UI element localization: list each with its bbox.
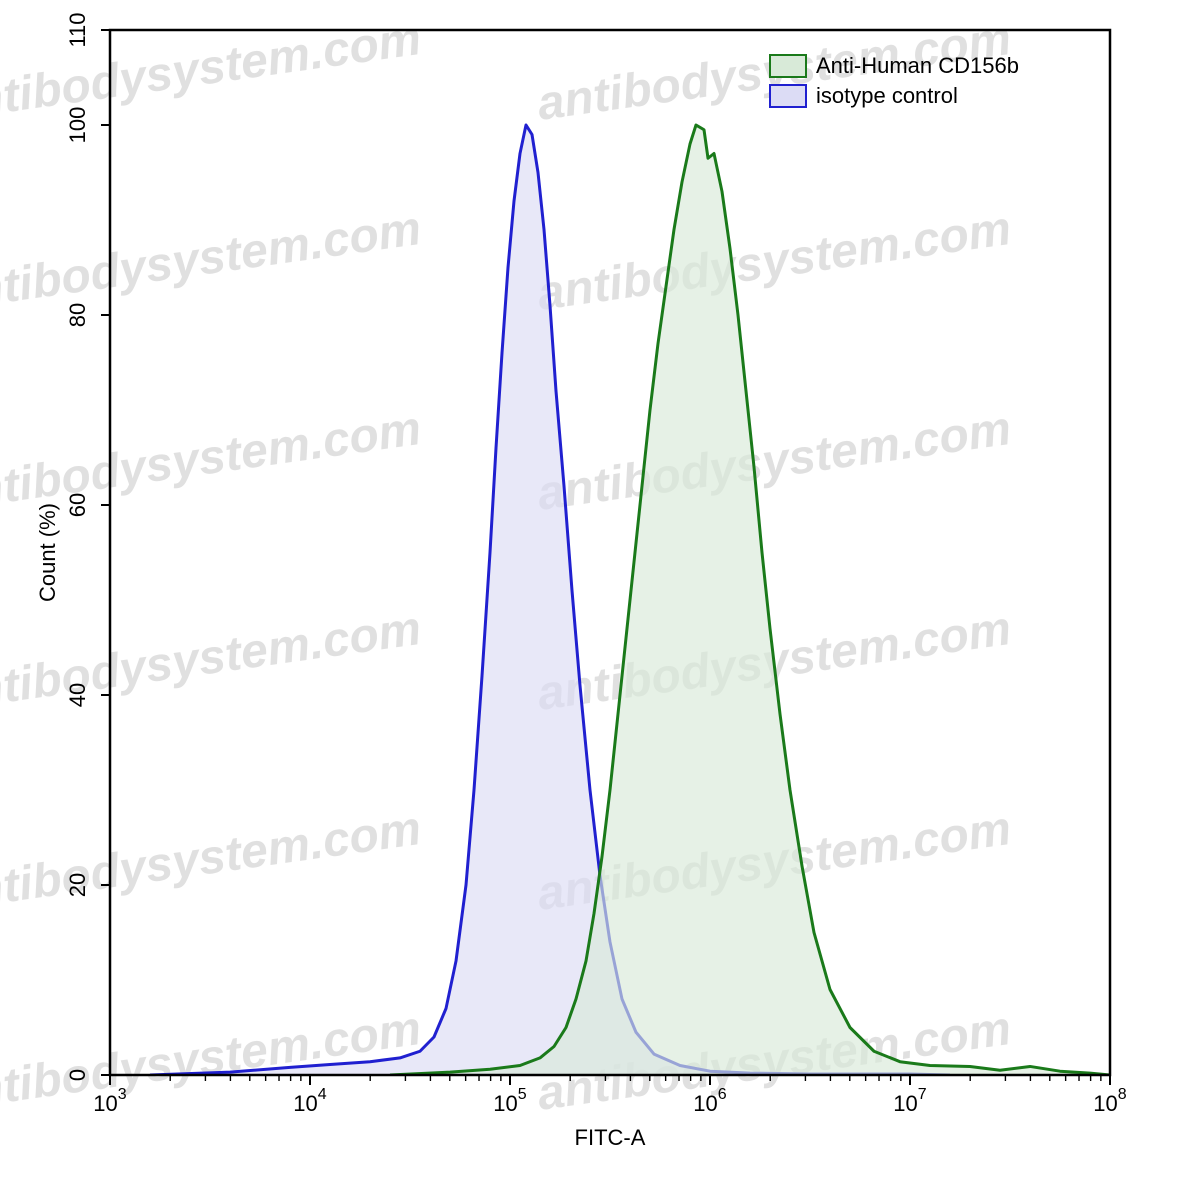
watermark-text: antibodysystem.com <box>0 402 424 521</box>
watermark-text: antibodysystem.com <box>534 402 1014 521</box>
y-tick-label: 60 <box>65 493 90 517</box>
watermark-text: antibodysystem.com <box>0 202 424 321</box>
y-tick-label: 40 <box>65 683 90 707</box>
flow-cytometry-chart: antibodysystem.com antibodysystem.com anti… <box>0 0 1197 1193</box>
legend-swatch <box>770 55 806 77</box>
x-tick-label: 103 <box>93 1086 126 1116</box>
x-tick-label: 106 <box>693 1086 726 1116</box>
watermark-text: antibodysystem.com <box>0 602 424 721</box>
x-tick-label: 108 <box>1093 1086 1126 1116</box>
y-tick-label: 80 <box>65 303 90 327</box>
legend-label: isotype control <box>816 83 958 108</box>
y-tick-label: 0 <box>65 1069 90 1081</box>
y-tick-label: 110 <box>65 12 90 47</box>
y-tick-label: 100 <box>65 107 90 144</box>
legend-label: Anti-Human CD156b <box>816 53 1019 78</box>
watermark-text: antibodysystem.com <box>534 202 1014 321</box>
x-tick-label: 105 <box>493 1086 526 1116</box>
x-axis-label: FITC-A <box>575 1125 646 1150</box>
x-tick-label: 107 <box>893 1086 926 1116</box>
chart-wrapper: antibodysystem.com antibodysystem.com anti… <box>0 0 1197 1193</box>
x-tick-label: 104 <box>293 1086 326 1116</box>
watermark-text: antibodysystem.com <box>0 802 424 921</box>
legend-swatch <box>770 85 806 107</box>
y-axis-label: Count (%) <box>35 503 60 602</box>
y-tick-label: 20 <box>65 873 90 897</box>
